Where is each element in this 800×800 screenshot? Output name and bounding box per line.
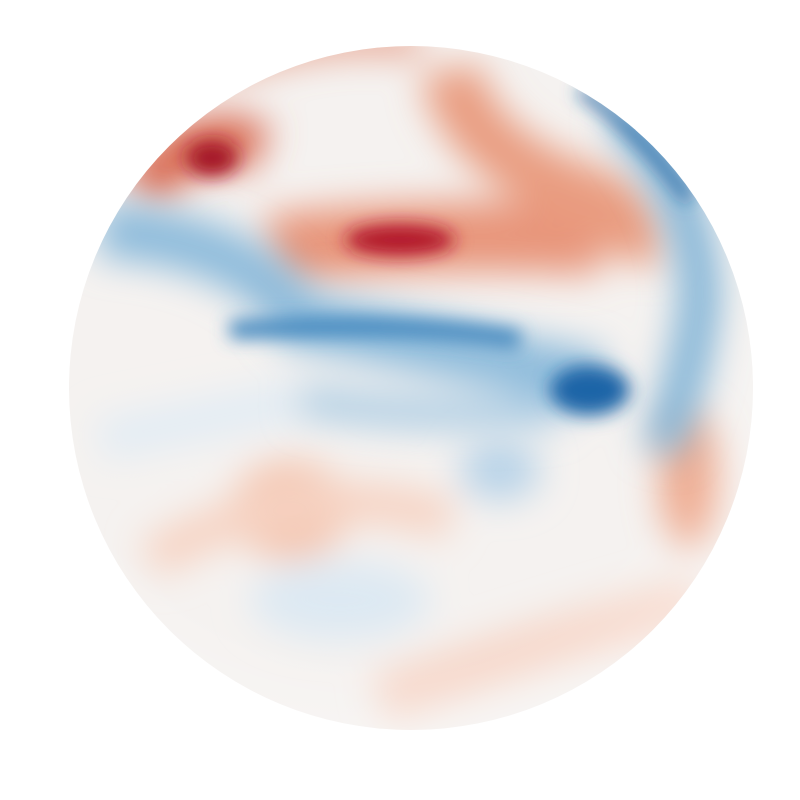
field [69,46,753,730]
limb [69,46,753,730]
